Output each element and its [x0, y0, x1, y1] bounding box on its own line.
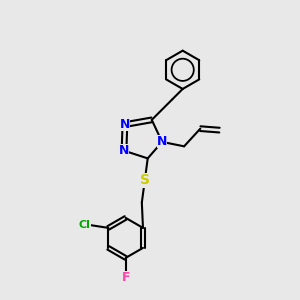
Text: Cl: Cl — [79, 220, 91, 230]
Text: S: S — [140, 173, 150, 188]
Text: N: N — [157, 135, 167, 148]
Text: F: F — [122, 272, 130, 284]
Text: N: N — [120, 118, 130, 131]
Text: N: N — [119, 144, 129, 157]
